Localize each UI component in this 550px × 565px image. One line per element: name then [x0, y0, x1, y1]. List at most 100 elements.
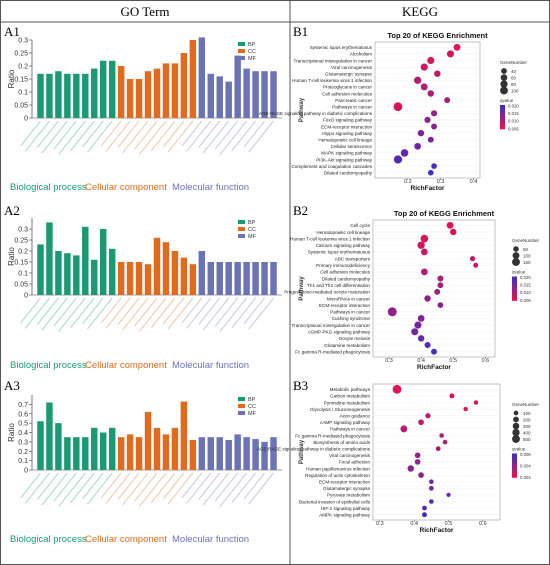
bar-cc [171, 427, 179, 470]
kegg-header: KEGG [402, 4, 438, 19]
x-tick-label: 0.4 [470, 179, 478, 185]
category-label-stroke [41, 120, 68, 154]
bubble-point [450, 228, 457, 236]
y-tick-label: 0.15 [14, 260, 28, 267]
bar-cc [153, 68, 161, 118]
pathway-label: AMPK signaling pathway [319, 513, 371, 518]
bubble-point [473, 400, 479, 405]
bar-mf [270, 262, 277, 295]
color-legend-step [500, 125, 505, 128]
color-legend-step [512, 292, 517, 295]
color-legend-step [512, 465, 517, 468]
category-label-stroke [243, 297, 265, 325]
category-label-stroke [58, 472, 86, 507]
pathway-label: Biosynthesis of amino acids [313, 440, 370, 445]
category-label-stroke [36, 297, 59, 325]
pathway-label: Carbon metabolism [330, 394, 370, 399]
pathway-label: FoxO signaling pathway [323, 118, 373, 123]
category-label-stroke [231, 120, 257, 151]
category-label-stroke [167, 120, 194, 153]
bubble-point [429, 499, 434, 504]
pathway-label: Systemic lupus erythematosus [308, 250, 371, 255]
x-tick-label: 0.6 [479, 521, 487, 527]
bar-mf [207, 262, 215, 295]
color-legend-step [500, 123, 505, 126]
bubble-point [420, 83, 428, 91]
color-legend-step [512, 459, 517, 462]
x-tick-label: 0.2 [404, 179, 412, 185]
pathway-label: Viral carcinogenesis [331, 65, 373, 70]
category-label-stroke [100, 297, 122, 324]
pathway-label: Pathways in cancer [332, 105, 372, 110]
legend-label-bp: BP [248, 220, 256, 226]
color-legend-step [500, 105, 505, 108]
pathway-label: Th1 and Th2 cell differentiation [307, 283, 370, 288]
color-legend-step [512, 455, 517, 458]
bar-bp [46, 73, 53, 118]
bubble-point [427, 169, 434, 176]
bar-cc [135, 437, 143, 470]
group-label-bp: Biological process [10, 182, 87, 193]
bar-mf [225, 440, 232, 470]
color-legend-title: qvalue [512, 270, 526, 275]
category-label-stroke [150, 120, 176, 151]
legend-label-mf: MF [248, 234, 257, 240]
color-legend-step [512, 298, 517, 301]
kegg-bubble-panel-b2: Top 20 of KEGG Enrichment Cell cycle Hemat… [284, 209, 539, 371]
size-legend-dot [500, 74, 508, 81]
pathway-label: Regulation of actin cytoskeleton [305, 473, 370, 478]
category-label-stroke [214, 472, 239, 502]
bar-mf [261, 262, 268, 295]
bar-bp [46, 402, 53, 470]
y-axis-title: Pathway [299, 276, 305, 301]
bar-cc [171, 251, 179, 295]
bar-cc [162, 434, 170, 470]
category-label-stroke [202, 297, 230, 331]
color-legend-title: qvalue [512, 447, 526, 452]
category-label-stroke [53, 297, 77, 327]
category-label-stroke [122, 472, 149, 506]
pathway-label: MicroRNAs in cancer [327, 296, 371, 301]
bar-mf [216, 437, 223, 470]
category-label-stroke [186, 472, 212, 504]
bubble-point [411, 328, 419, 336]
y-tick-label: 0.1 [18, 271, 28, 278]
color-legend-step [512, 296, 517, 299]
pathway-label: ECM-receptor interaction [321, 124, 373, 129]
category-label-stroke [86, 472, 113, 505]
category-label-stroke [36, 120, 59, 148]
pathway-label: Alcoholism [350, 52, 372, 57]
bubble-point [442, 439, 448, 445]
category-label-stroke [82, 297, 104, 325]
kegg-chart-title: Top 20 of KEGG Enrichment [394, 209, 495, 218]
category-label-stroke [134, 120, 158, 150]
x-tick-label: 0.5 [445, 521, 453, 527]
color-legend-label: 0.020 [508, 104, 519, 109]
plot-area-frame [374, 41, 481, 179]
pathway-label: Glutamatergic synapse [325, 72, 372, 77]
bar-bp [108, 427, 116, 470]
y-tick-label: 0.3 [18, 38, 28, 45]
bar-bp [99, 60, 107, 118]
category-label-stroke [167, 472, 194, 505]
category-label-stroke [198, 120, 221, 148]
y-tick-label: 0.25 [14, 238, 28, 245]
bubble-point [414, 321, 422, 329]
group-label-cc: Cellular component [85, 360, 167, 371]
bar-cc [153, 427, 161, 470]
bubble-point [434, 70, 441, 77]
bubble-point [435, 446, 441, 452]
bar-cc [144, 71, 152, 118]
size-legend-label: 150 [523, 260, 531, 265]
color-legend-label: 0.005 [520, 298, 531, 303]
y-axis-title: Ratio [7, 69, 16, 88]
bubble-point [414, 142, 422, 150]
legend-label-cc: CC [248, 227, 256, 233]
bar-cc [126, 434, 134, 470]
bar-cc [189, 264, 197, 295]
category-label-stroke [162, 120, 185, 148]
bar-bp [46, 222, 53, 295]
y-tick-label: 0.05 [14, 282, 28, 289]
group-label-bp: Biological process [10, 360, 87, 371]
bubble-point [437, 282, 444, 289]
